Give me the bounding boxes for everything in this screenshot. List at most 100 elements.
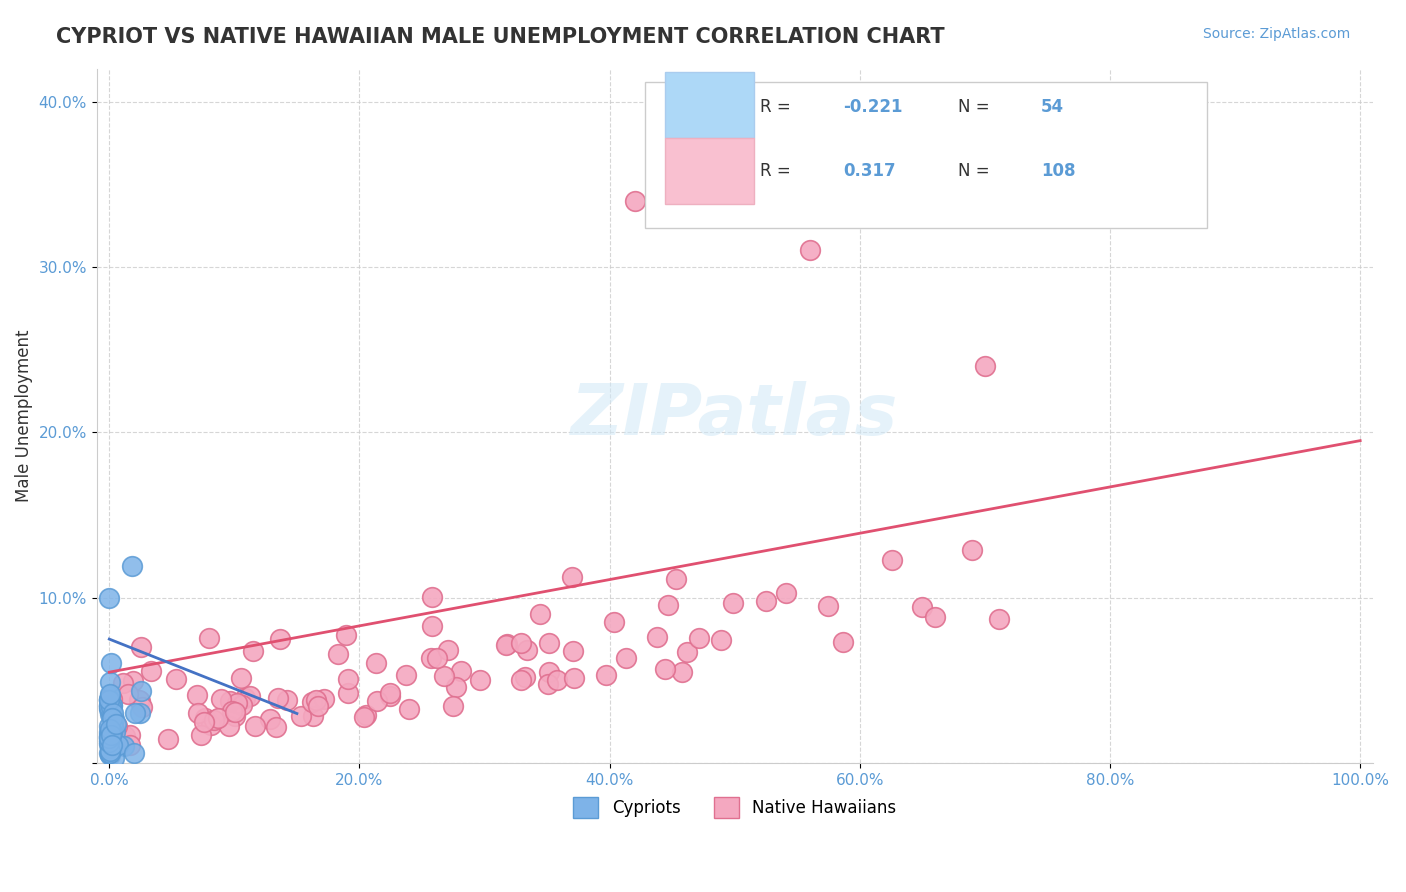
Point — [231, 671, 253, 685]
Point — [420, 590, 443, 604]
Point — [366, 694, 388, 708]
Point — [122, 673, 145, 688]
Point — [269, 632, 291, 647]
Point — [98, 591, 121, 606]
Point — [276, 693, 298, 707]
Point — [98, 731, 121, 745]
Point — [302, 709, 325, 723]
Point — [98, 733, 121, 747]
Point — [98, 693, 121, 707]
Point — [231, 698, 253, 712]
Point — [101, 698, 124, 713]
Point — [616, 651, 638, 665]
Point — [378, 689, 401, 703]
Point — [224, 705, 246, 719]
Point — [496, 637, 519, 651]
Point — [665, 572, 688, 586]
Point — [101, 706, 124, 720]
Point — [98, 747, 121, 762]
FancyBboxPatch shape — [665, 138, 754, 204]
Point — [120, 729, 142, 743]
Point — [513, 670, 536, 684]
Point — [537, 636, 560, 650]
Point — [799, 244, 821, 258]
Point — [657, 598, 679, 612]
Point — [117, 687, 139, 701]
Point — [129, 640, 152, 655]
Point — [105, 719, 128, 733]
Point — [98, 693, 121, 707]
Point — [301, 695, 323, 709]
Point — [98, 740, 121, 755]
Point — [426, 650, 449, 665]
Point — [131, 699, 153, 714]
Point — [193, 714, 215, 729]
Text: CYPRIOT VS NATIVE HAWAIIAN MALE UNEMPLOYMENT CORRELATION CHART: CYPRIOT VS NATIVE HAWAIIAN MALE UNEMPLOY… — [56, 27, 945, 46]
Point — [264, 720, 287, 734]
Point — [100, 736, 122, 750]
Point — [326, 647, 349, 661]
Text: 108: 108 — [1040, 162, 1076, 180]
Point — [200, 718, 222, 732]
Point — [186, 688, 208, 702]
Point — [364, 656, 387, 670]
Y-axis label: Male Unemployment: Male Unemployment — [15, 329, 32, 502]
Point — [433, 669, 456, 683]
Point — [187, 706, 209, 720]
Point — [98, 746, 121, 760]
Point — [98, 700, 121, 714]
Point — [118, 738, 141, 752]
Point — [98, 698, 121, 713]
Text: N =: N = — [957, 162, 995, 180]
Point — [654, 662, 676, 676]
Point — [242, 643, 264, 657]
Point — [224, 709, 246, 723]
Point — [536, 677, 558, 691]
Point — [354, 707, 377, 722]
Point — [202, 713, 225, 727]
Point — [121, 558, 143, 573]
Point — [450, 664, 472, 678]
Point — [129, 706, 152, 720]
Point — [98, 730, 121, 744]
Point — [100, 706, 122, 721]
Point — [218, 719, 240, 733]
Point — [114, 730, 136, 744]
Point — [335, 627, 357, 641]
Point — [98, 745, 121, 759]
Point — [398, 702, 420, 716]
Point — [98, 722, 121, 736]
Point — [209, 692, 232, 706]
Point — [98, 687, 121, 701]
Point — [98, 746, 121, 760]
Point — [307, 699, 329, 714]
Point — [312, 691, 335, 706]
Point — [100, 728, 122, 742]
FancyBboxPatch shape — [665, 72, 754, 138]
Point — [353, 710, 375, 724]
Point — [378, 686, 401, 700]
Point — [190, 728, 212, 742]
Text: 54: 54 — [1040, 98, 1064, 116]
Point — [98, 719, 121, 733]
Point — [98, 732, 121, 747]
Point — [337, 685, 360, 699]
Point — [960, 543, 983, 558]
Point — [100, 738, 122, 752]
Point — [100, 699, 122, 714]
Point — [723, 596, 745, 610]
Point — [305, 693, 328, 707]
Point — [710, 632, 733, 647]
Point — [560, 569, 582, 583]
Point — [98, 730, 121, 744]
Point — [775, 586, 797, 600]
Point — [647, 630, 669, 644]
Point — [676, 645, 699, 659]
Point — [98, 744, 121, 758]
Point — [107, 739, 129, 753]
Point — [129, 684, 152, 698]
Point — [538, 665, 561, 679]
Point — [245, 719, 267, 733]
Point — [290, 709, 312, 723]
Point — [98, 739, 121, 754]
